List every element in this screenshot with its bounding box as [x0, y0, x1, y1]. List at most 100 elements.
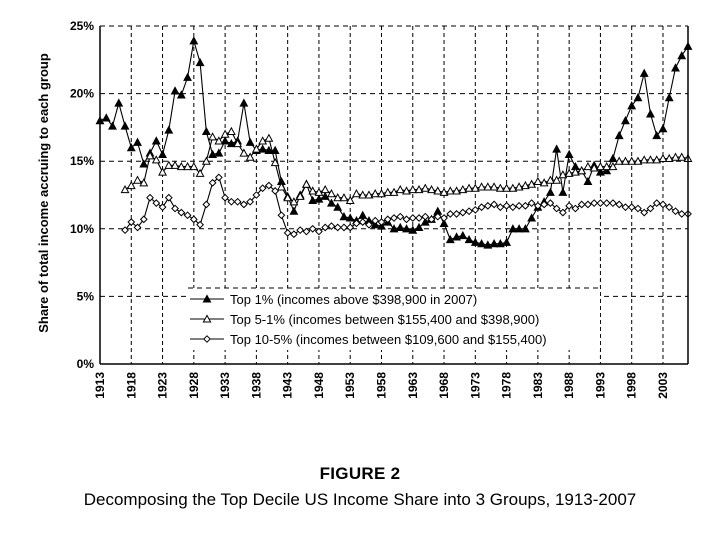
data-point-top10-5	[208, 178, 217, 187]
x-tick-label: 1953	[343, 372, 357, 399]
data-point-top10-5	[377, 218, 386, 226]
data-point-top1	[458, 230, 468, 240]
data-point-top1	[176, 90, 186, 99]
data-point-top1	[627, 101, 637, 110]
data-point-top10-5	[258, 184, 267, 193]
data-point-top1	[452, 232, 461, 241]
data-point-top5-1	[452, 186, 461, 195]
data-point-top1	[245, 137, 255, 146]
data-point-top10-5	[440, 214, 448, 222]
data-point-top5-1	[270, 157, 280, 167]
legend-label-top5-1: Top 5-1% (incomes between $155,400 and $…	[230, 312, 539, 327]
data-point-top10-5	[646, 204, 655, 213]
data-point-top1	[158, 149, 167, 158]
data-point-top1	[226, 138, 236, 148]
data-point-top5-1	[352, 188, 361, 198]
x-tick-label: 1973	[468, 372, 482, 399]
data-point-top5-1	[671, 152, 680, 161]
data-point-top1	[214, 148, 224, 157]
x-tick-label: 2003	[656, 372, 670, 399]
data-point-top10-5	[296, 226, 305, 235]
data-point-top1	[339, 211, 349, 221]
data-point-top10-5	[321, 223, 330, 232]
data-point-top1	[183, 72, 193, 81]
data-point-top1	[345, 213, 355, 222]
data-point-top5-1	[395, 184, 405, 194]
data-point-top10-5	[671, 207, 680, 216]
data-point-top5-1	[621, 156, 630, 165]
data-point-top10-5	[177, 208, 186, 217]
data-point-top10-5	[558, 208, 567, 217]
legend-marker-top5-1	[202, 314, 212, 323]
data-point-top10-5	[533, 201, 542, 210]
data-point-top1	[320, 191, 330, 200]
data-point-top5-1	[176, 161, 186, 171]
data-point-top5-1	[208, 132, 218, 141]
data-point-top1	[126, 143, 136, 152]
data-point-top1	[545, 187, 555, 196]
data-point-top5-1	[464, 183, 474, 192]
data-point-top1	[602, 166, 612, 175]
data-point-top5-1	[564, 168, 574, 177]
data-point-top5-1	[364, 190, 374, 199]
data-point-top5-1	[158, 167, 167, 176]
data-point-top5-1	[245, 152, 255, 161]
data-point-top10-5	[227, 197, 236, 206]
data-point-top5-1	[189, 161, 199, 171]
data-point-top5-1	[552, 175, 562, 184]
data-point-top10-5	[665, 203, 674, 212]
data-point-top5-1	[664, 153, 674, 163]
data-point-top10-5	[290, 230, 298, 239]
data-point-top10-5	[465, 207, 473, 216]
data-point-top5-1	[151, 155, 161, 164]
legend-label-top10-5: Top 10-5% (incomes between $109,600 and …	[230, 332, 547, 347]
data-point-top10-5	[546, 199, 555, 208]
data-point-top5-1	[608, 161, 618, 171]
data-point-top5-1	[520, 180, 530, 190]
data-point-top1	[564, 149, 574, 158]
data-point-top5-1	[433, 186, 443, 195]
data-point-top10-5	[590, 199, 599, 208]
data-point-top1	[646, 109, 655, 118]
data-point-top5-1	[658, 153, 668, 163]
data-point-top10-5	[471, 205, 480, 214]
data-point-top5-1	[339, 193, 349, 202]
data-point-top1	[677, 51, 687, 60]
data-point-top5-1	[264, 133, 274, 142]
data-point-top10-5	[152, 199, 161, 208]
data-point-top1	[239, 98, 249, 107]
data-point-top10-5	[452, 210, 461, 218]
data-point-top5-1	[358, 190, 368, 199]
data-point-top5-1	[539, 178, 549, 187]
data-point-top5-1	[627, 156, 637, 165]
data-point-top5-1	[445, 186, 455, 195]
series-top1	[95, 36, 693, 249]
x-tick-label: 1923	[156, 372, 170, 399]
data-point-top10-5	[308, 224, 317, 233]
data-point-top10-5	[421, 212, 430, 221]
data-point-top1	[264, 145, 274, 154]
data-point-top5-1	[595, 161, 605, 171]
data-point-top10-5	[652, 199, 661, 208]
data-point-top10-5	[490, 200, 498, 209]
data-point-top10-5	[271, 187, 280, 195]
data-point-top1	[558, 187, 568, 196]
data-point-top1	[414, 222, 424, 232]
data-point-top5-1	[370, 188, 380, 198]
series-top10-5	[121, 173, 692, 239]
data-point-top1	[195, 57, 205, 67]
data-point-top5-1	[677, 152, 687, 161]
data-point-top10-5	[358, 218, 367, 226]
data-point-top1	[552, 144, 562, 153]
data-point-top1	[327, 198, 336, 207]
data-point-top10-5	[602, 199, 611, 208]
data-point-top1	[608, 153, 618, 163]
data-point-top10-5	[621, 203, 630, 212]
data-point-top10-5	[352, 219, 361, 228]
y-tick-label: 5%	[77, 289, 95, 303]
data-point-top1	[470, 237, 480, 246]
data-point-top10-5	[214, 173, 223, 182]
data-point-top5-1	[414, 184, 424, 194]
series-top5-1	[120, 126, 693, 206]
data-point-top1	[633, 93, 643, 102]
